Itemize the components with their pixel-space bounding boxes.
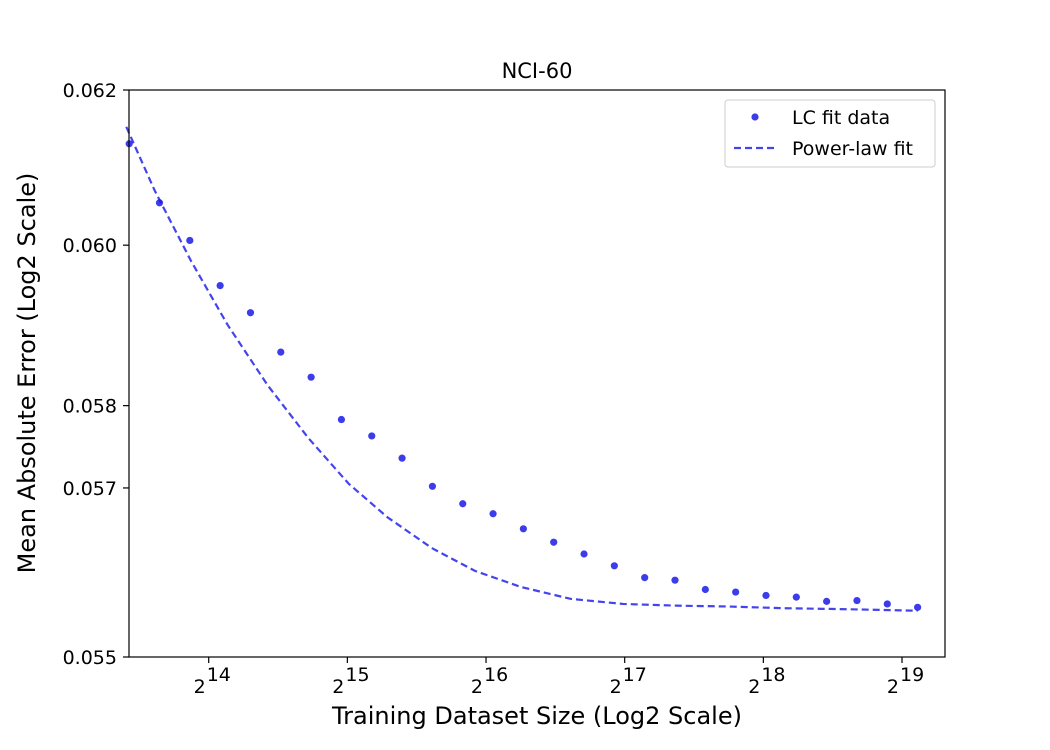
legend-marker-points	[751, 113, 759, 121]
data-point	[823, 597, 831, 605]
data-point	[489, 510, 497, 518]
legend-box	[724, 99, 936, 168]
data-point	[550, 538, 558, 546]
y-tick-label: 0.057	[63, 478, 117, 500]
data-point	[641, 574, 649, 582]
data-point	[701, 585, 709, 594]
data-point	[428, 482, 437, 490]
data-point	[762, 591, 770, 600]
data-point	[368, 432, 376, 440]
data-point	[307, 373, 315, 381]
chart-title: NCI-60	[502, 59, 573, 83]
x-tick-label-base: 2	[332, 676, 344, 698]
data-point	[459, 500, 467, 508]
data-point	[610, 562, 618, 570]
data-point	[883, 600, 891, 608]
data-point	[732, 588, 740, 596]
y-tick-label: 0.058	[63, 396, 117, 418]
y-axis-ticks: 0.055 0.057 0.058 0.060 0.062	[63, 80, 129, 669]
data-point	[216, 281, 224, 290]
y-tick-label: 0.055	[63, 647, 117, 669]
x-axis-label: Training Dataset Size (Log2 Scale)	[331, 702, 742, 730]
x-tick-label-base: 2	[194, 676, 206, 698]
data-point	[398, 454, 406, 462]
plot-area	[125, 126, 922, 612]
data-point	[580, 550, 588, 558]
legend-label-power-law-fit: Power-law fit	[792, 138, 913, 160]
power-law-fit-line	[125, 126, 918, 612]
x-tick-label-exponent: 19	[900, 664, 924, 686]
data-point	[914, 603, 922, 611]
data-point	[519, 525, 527, 533]
x-tick-label-exponent: 17	[623, 664, 647, 686]
data-point	[277, 348, 285, 356]
x-tick-label-base: 2	[887, 676, 899, 698]
data-point	[792, 593, 800, 601]
plot-frame	[128, 89, 946, 658]
y-tick-label: 0.060	[63, 235, 117, 257]
x-tick-label-exponent: 18	[761, 664, 785, 686]
data-point	[186, 236, 194, 245]
y-axis-label: Mean Absolute Error (Log2 Scale)	[13, 173, 41, 574]
data-point	[337, 415, 346, 424]
data-point	[155, 199, 164, 207]
data-point	[246, 309, 255, 317]
legend: LC fit data Power-law fit	[724, 99, 936, 168]
x-tick-label-base: 2	[748, 676, 760, 698]
legend-label-lc-fit-data: LC fit data	[792, 107, 890, 129]
x-tick-label-exponent: 16	[484, 664, 508, 686]
y-tick-label: 0.062	[63, 80, 117, 102]
x-tick-label-base: 2	[471, 676, 483, 698]
x-tick-label-base: 2	[610, 676, 622, 698]
x-tick-label-exponent: 15	[345, 664, 369, 686]
data-point	[671, 576, 679, 584]
x-tick-label-exponent: 14	[207, 664, 231, 686]
data-point	[853, 596, 861, 605]
